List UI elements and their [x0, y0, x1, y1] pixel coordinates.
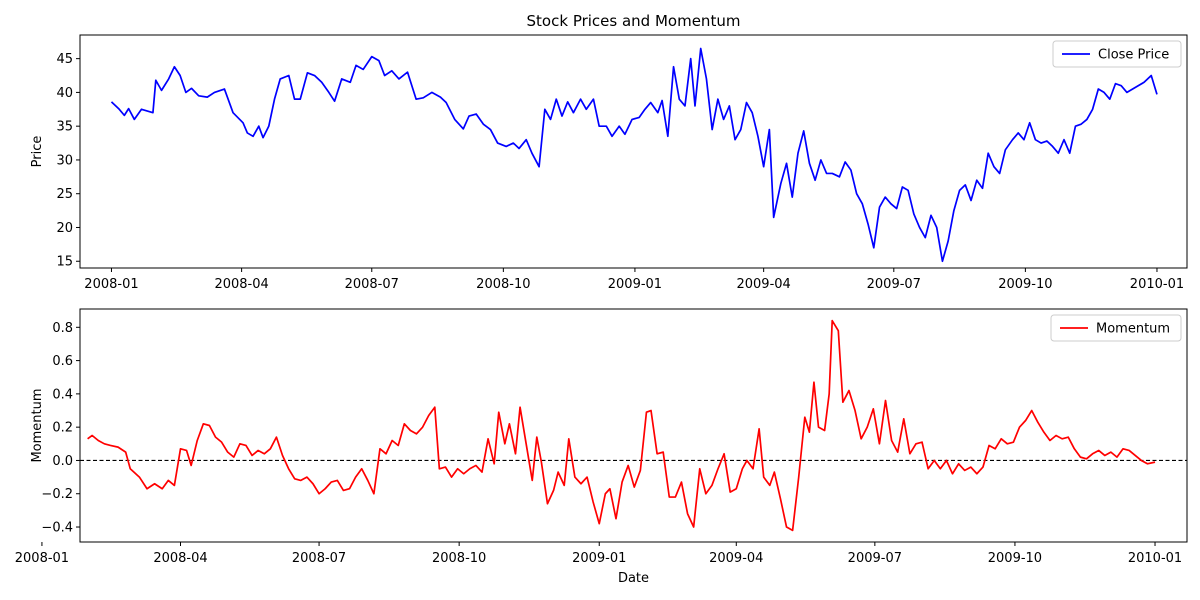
- x-tick-label: 2009-01: [608, 277, 662, 292]
- y-tick-label: −0.2: [41, 487, 73, 502]
- y-tick-label: 45: [56, 52, 73, 67]
- y-axis-label: Momentum: [30, 388, 45, 462]
- price-panel: 2008-01 2008-04 2008-07 2008-10 2009-01 2009-…: [30, 12, 1188, 292]
- y-tick-label: 20: [56, 221, 73, 236]
- y-tick-label: 30: [56, 153, 73, 168]
- x-tick-label: 2008-07: [345, 277, 399, 292]
- y-tick-label: 25: [56, 187, 73, 202]
- x-tick-label: 2009-07: [848, 551, 902, 566]
- x-tick-label: 2010-01: [1128, 551, 1182, 566]
- x-tick-label: 2008-07: [292, 551, 346, 566]
- y-tick-label: 40: [56, 86, 73, 101]
- legend: Momentum: [1050, 314, 1182, 342]
- legend: Close Price: [1052, 40, 1182, 68]
- x-tick-label: 2010-01: [1130, 277, 1184, 292]
- y-tick-label: 0.8: [52, 321, 73, 336]
- plot-frame: [79, 34, 1188, 269]
- y-tick-label: 0.2: [52, 421, 73, 436]
- x-tick-label: 2009-07: [867, 277, 921, 292]
- plot-frame: [79, 308, 1188, 543]
- legend-box: [1052, 40, 1182, 68]
- y-tick-label: 35: [56, 120, 73, 135]
- x-tick-label: 2009-04: [709, 551, 763, 566]
- x-tick-label: 2008-04: [153, 551, 207, 566]
- y-tick-label: 0.6: [52, 354, 73, 369]
- x-tick-label: 2008-01: [84, 277, 138, 292]
- x-tick-label: 2008-10: [432, 551, 486, 566]
- chart-title: Stock Prices and Momentum: [527, 12, 741, 30]
- x-tick-label: 2008-01: [15, 551, 69, 566]
- legend-label: Close Price: [1098, 48, 1169, 63]
- momentum-panel: 2008-01 2008-04 2008-07 2008-10 2009-01 2009-…: [15, 308, 1188, 586]
- y-tick-label: 15: [56, 255, 73, 270]
- y-tick-label: −0.4: [41, 521, 73, 536]
- momentum-line: [87, 319, 1156, 532]
- y-tick-label: 0.0: [52, 454, 73, 469]
- y-tick-label: 0.4: [52, 387, 73, 402]
- x-tick-label: 2009-10: [988, 551, 1042, 566]
- x-axis-label: Date: [618, 571, 649, 586]
- x-tick-label: 2009-04: [736, 277, 790, 292]
- legend-box: [1050, 314, 1182, 342]
- x-tick-label: 2009-10: [998, 277, 1052, 292]
- y-axis-label: Price: [30, 136, 45, 168]
- x-tick-label: 2008-10: [476, 277, 530, 292]
- legend-label: Momentum: [1096, 322, 1170, 337]
- x-tick-label: 2009-01: [572, 551, 626, 566]
- x-tick-label: 2008-04: [214, 277, 268, 292]
- close-price-line: [110, 47, 1158, 263]
